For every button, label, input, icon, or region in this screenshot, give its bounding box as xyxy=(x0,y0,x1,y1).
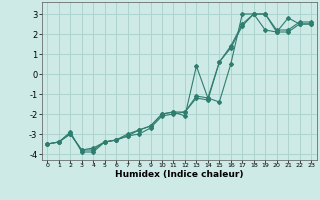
X-axis label: Humidex (Indice chaleur): Humidex (Indice chaleur) xyxy=(115,170,244,179)
